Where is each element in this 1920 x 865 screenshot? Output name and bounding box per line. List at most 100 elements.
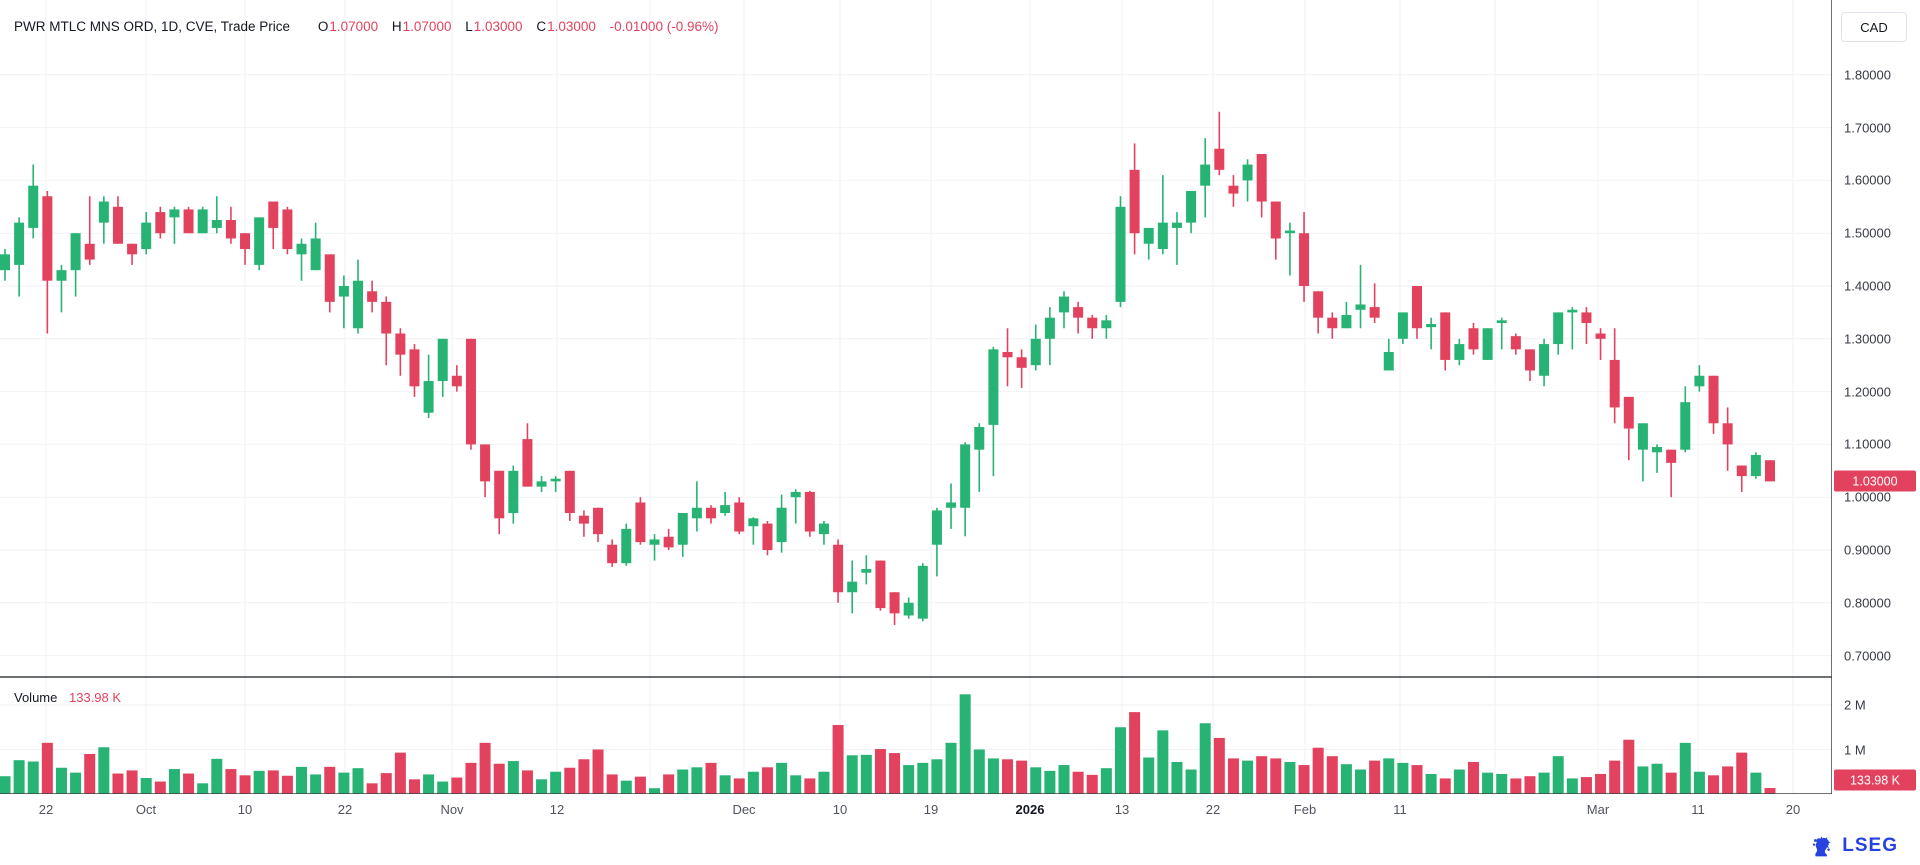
candle-body	[1186, 190, 1197, 223]
volume-bar	[931, 759, 943, 794]
open-label: O	[317, 19, 329, 34]
candle-body	[268, 201, 279, 228]
candle-body	[833, 544, 844, 593]
time-tick-label: 19	[923, 802, 939, 817]
volume-bar	[874, 749, 886, 794]
candle-body	[1129, 169, 1140, 234]
volume-bar	[1312, 747, 1324, 794]
candle-body	[1609, 359, 1620, 408]
candle-body	[875, 560, 886, 609]
candle-body	[635, 502, 646, 543]
candle-body	[677, 513, 688, 545]
close-label: C	[536, 19, 547, 34]
chart-legend[interactable]: PWR MTLC MNS ORD, 1D, CVE, Trade Price O…	[14, 19, 718, 34]
currency-badge[interactable]: CAD	[1841, 12, 1907, 42]
candle-body	[931, 510, 942, 545]
volume-legend[interactable]: Volume 133.98 K	[14, 690, 121, 705]
volume-bar	[197, 783, 209, 794]
candle-body	[1736, 465, 1747, 477]
candle-body	[353, 280, 363, 329]
volume-bar	[225, 769, 237, 794]
volume-bar	[945, 742, 957, 794]
volume-bar	[550, 771, 562, 794]
candle-body	[1765, 460, 1775, 482]
price-tick-label: 1.50000	[1844, 225, 1891, 241]
volume-bar	[1538, 772, 1550, 794]
volume-bar	[1016, 760, 1028, 794]
candle-body	[1101, 320, 1112, 329]
volume-bar	[860, 754, 872, 794]
candle-body	[1412, 286, 1422, 329]
volume-bar	[691, 767, 703, 794]
candle-body	[112, 206, 123, 244]
candle-body	[889, 592, 900, 614]
volume-bar	[1453, 769, 1465, 794]
volume-bar	[1383, 758, 1395, 794]
volume-bar	[832, 725, 844, 794]
candle-body	[197, 209, 208, 234]
volume-bar	[1326, 756, 1338, 794]
time-tick-label: Nov	[440, 802, 464, 817]
volume-bar	[55, 767, 67, 794]
candle-body	[1496, 320, 1507, 323]
candle-body	[1299, 233, 1310, 286]
volume-bar	[1199, 723, 1211, 794]
volume-bar	[761, 767, 773, 794]
volume-bar	[1524, 776, 1536, 794]
candle-body	[1595, 333, 1606, 339]
candle-body	[790, 491, 801, 498]
volume-bar	[84, 753, 96, 794]
time-tick-label: 11	[1691, 802, 1705, 817]
candle-body	[1073, 307, 1084, 318]
volume-bar	[380, 773, 392, 794]
volume-bar	[1609, 760, 1621, 794]
volume-bar	[1298, 765, 1310, 794]
candle-body	[1454, 344, 1465, 360]
volume-bar	[987, 758, 999, 794]
candle-body	[1397, 312, 1408, 339]
volume-bar	[1679, 742, 1691, 794]
time-tick-label: 11	[1393, 802, 1407, 817]
volume-bar	[1143, 757, 1155, 794]
candle-body	[1044, 317, 1055, 339]
candle-body	[564, 470, 575, 514]
volume-bar	[310, 774, 322, 794]
candle-body	[508, 470, 519, 514]
volume-bar	[324, 766, 336, 794]
close-value: 1.03000	[547, 19, 596, 34]
volume-bar	[677, 769, 689, 794]
volume-bar	[338, 772, 350, 794]
candle-body	[960, 444, 971, 508]
candle-body	[409, 349, 420, 387]
candle-body	[480, 444, 491, 482]
candle-body	[847, 581, 858, 593]
time-axis[interactable]: 22 Oct 10 22 Nov 12 Dec 10 19 2026 13 22 Feb 11 Mar 11 2…	[0, 794, 1832, 830]
volume-bar	[98, 747, 110, 794]
candle-body	[1313, 291, 1324, 318]
time-tick-label: 20	[1785, 802, 1801, 817]
candle-body	[1228, 185, 1239, 194]
candle-body	[649, 539, 660, 545]
volume-bar	[168, 769, 180, 794]
time-tick-label: Mar	[1586, 802, 1610, 817]
candle-body	[1440, 312, 1451, 360]
price-tick-label: 0.80000	[1844, 595, 1891, 611]
candle-body	[748, 518, 759, 527]
volume-bar	[733, 778, 745, 794]
candle-body	[225, 220, 236, 239]
volume-bar	[1439, 778, 1451, 794]
volume-bar	[1185, 769, 1197, 794]
candle-body	[70, 233, 81, 271]
candle-body	[1284, 230, 1295, 234]
volume-bar	[1129, 712, 1141, 794]
price-axis[interactable]: CAD 1.03000 133.98 K 1.80000 1.70000 1.600…	[1832, 0, 1920, 830]
volume-bar	[705, 762, 717, 794]
candle-body	[607, 544, 618, 564]
candle-body	[734, 502, 745, 532]
open-value: 1.07000	[329, 19, 379, 34]
candle-body	[310, 238, 321, 271]
candle-body	[1369, 307, 1380, 318]
price-tick-label: 1.10000	[1844, 436, 1891, 452]
volume-bar	[296, 766, 308, 794]
